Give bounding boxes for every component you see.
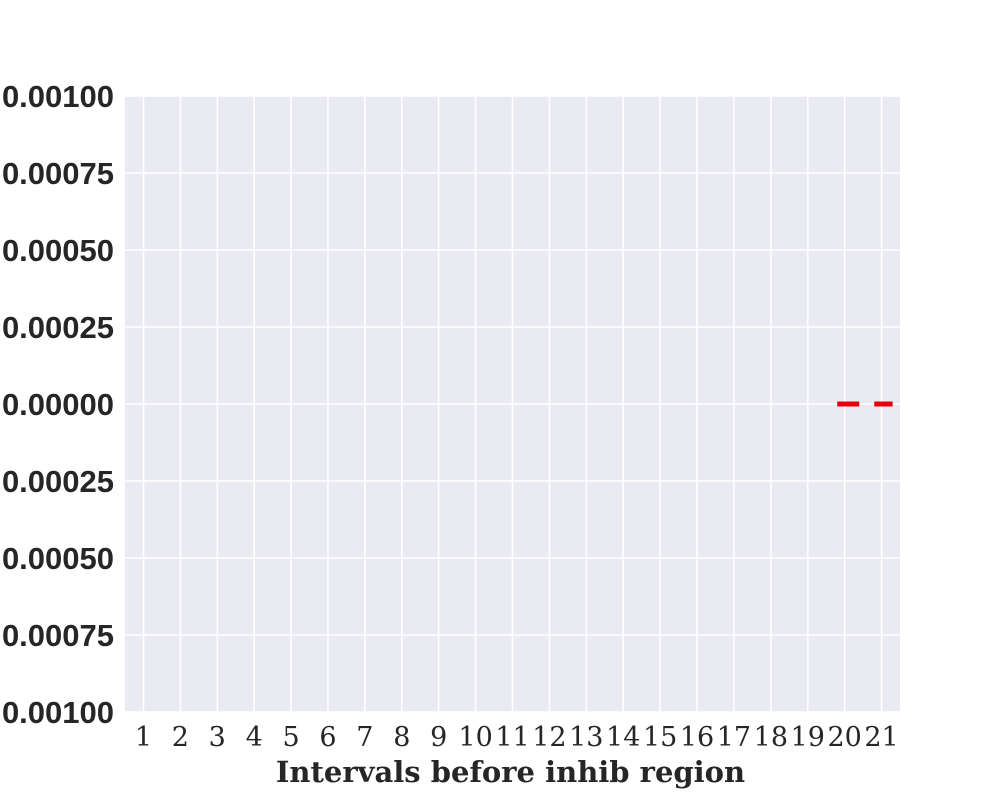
x-tick-label: 2 — [172, 722, 189, 753]
x-tick-label: 17 — [717, 722, 751, 753]
x-tick-label: 14 — [606, 722, 640, 753]
x-tick-label: 9 — [430, 722, 447, 753]
y-tick-label: 0.00100 — [2, 695, 114, 730]
x-tick-label: 4 — [246, 722, 263, 753]
x-tick-label: 19 — [791, 722, 825, 753]
x-tick-label: 21 — [864, 722, 898, 753]
y-tick-label: 0.00000 — [2, 387, 114, 422]
x-tick-label: 13 — [569, 722, 603, 753]
y-tick-label: 0.00050 — [2, 541, 114, 576]
x-tick-label: 11 — [495, 722, 529, 753]
y-tick-label: 0.00050 — [2, 233, 114, 268]
x-tick-label: 6 — [319, 722, 336, 753]
y-tick-labels: 0.00100 0.00075 0.00050 0.00025 0.00000 0.000… — [2, 79, 114, 730]
x-tick-label: 16 — [680, 722, 714, 753]
x-tick-label: 15 — [643, 722, 677, 753]
x-axis-label: Intervals before inhib region — [276, 755, 745, 789]
horizontal-gridlines — [125, 95, 900, 713]
x-tick-label: 7 — [356, 722, 373, 753]
y-tick-label: 0.00100 — [2, 79, 114, 114]
y-tick-label: 0.00075 — [2, 156, 114, 191]
y-tick-label: 0.00075 — [2, 618, 114, 653]
x-tick-label: 12 — [532, 722, 566, 753]
y-tick-label: 0.00025 — [2, 310, 114, 345]
x-tick-label: 18 — [754, 722, 788, 753]
x-tick-label: 1 — [135, 722, 152, 753]
x-tick-label: 20 — [827, 722, 861, 753]
x-tick-label: 3 — [209, 722, 226, 753]
x-tick-label: 8 — [393, 722, 410, 753]
x-tick-labels: 1 2 3 4 5 6 7 8 9 10 11 12 13 14 15 16 17 18 19 20 21 — [135, 722, 899, 753]
x-tick-label: 5 — [282, 722, 299, 753]
x-tick-label: 10 — [458, 722, 492, 753]
y-tick-label: 0.00025 — [2, 464, 114, 499]
